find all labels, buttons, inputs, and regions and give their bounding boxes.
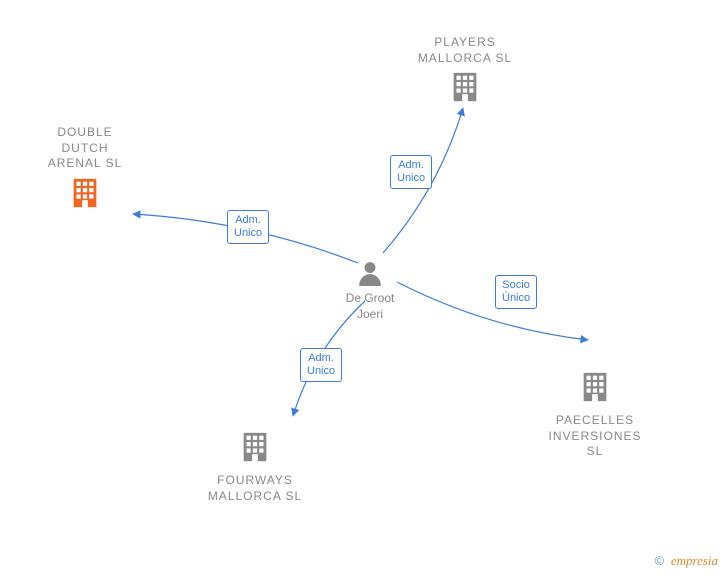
watermark: © empresia <box>655 553 718 569</box>
edge-label-players: Adm.Unico <box>390 155 432 189</box>
company-label: DOUBLEDUTCHARENAL SL <box>30 125 140 172</box>
company-label: PLAYERSMALLORCA SL <box>410 35 520 66</box>
building-icon <box>238 430 272 464</box>
company-node-double-dutch[interactable]: DOUBLEDUTCHARENAL SL <box>30 125 140 215</box>
center-person-node[interactable]: De GrootJoeri <box>330 260 410 322</box>
company-label: FOURWAYSMALLORCA SL <box>200 473 310 504</box>
edge-label-double-dutch: Adm.Unico <box>227 210 269 244</box>
brand-name: empresia <box>671 553 718 568</box>
company-node-players[interactable]: PLAYERSMALLORCA SL <box>410 35 520 109</box>
copyright-symbol: © <box>655 553 665 568</box>
company-node-paecelles[interactable]: PAECELLESINVERSIONESSL <box>540 370 650 460</box>
edge-label-paecelles: SocioÚnico <box>495 275 537 309</box>
building-icon <box>578 370 612 404</box>
center-label: De GrootJoeri <box>330 291 410 322</box>
building-icon <box>448 70 482 104</box>
edge-label-fourways: Adm.Unico <box>300 348 342 382</box>
person-icon <box>357 260 383 286</box>
company-node-fourways[interactable]: FOURWAYSMALLORCA SL <box>200 430 310 504</box>
building-icon <box>68 176 102 210</box>
company-label: PAECELLESINVERSIONESSL <box>540 413 650 460</box>
edge-paecelles <box>397 282 588 340</box>
